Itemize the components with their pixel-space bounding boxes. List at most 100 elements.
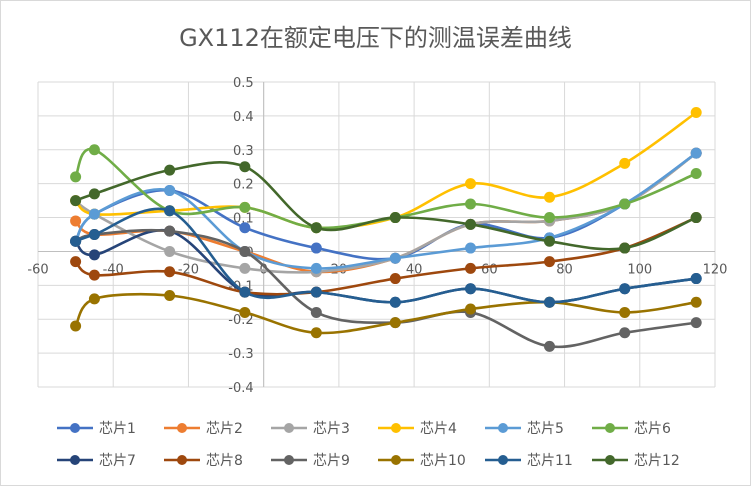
legend-marker bbox=[391, 455, 401, 465]
data-point bbox=[164, 290, 176, 301]
data-point bbox=[690, 168, 702, 179]
legend-label: 芯片7 bbox=[99, 453, 136, 469]
data-point bbox=[619, 198, 631, 210]
legend-item: 芯片9 bbox=[271, 453, 350, 469]
data-point bbox=[619, 283, 631, 295]
data-point bbox=[239, 201, 251, 213]
data-point bbox=[88, 208, 100, 220]
data-point bbox=[88, 229, 100, 240]
y-tick-label: 0.4 bbox=[233, 110, 254, 125]
data-point bbox=[544, 191, 556, 203]
gridlines bbox=[37, 81, 716, 388]
data-point bbox=[465, 178, 477, 190]
data-point bbox=[544, 296, 556, 308]
data-point bbox=[544, 256, 556, 268]
x-tick-label: 40 bbox=[406, 262, 423, 277]
series-12 bbox=[70, 161, 702, 254]
data-point bbox=[164, 184, 176, 196]
data-point bbox=[164, 225, 176, 237]
legend-item: 芯片3 bbox=[271, 421, 350, 437]
data-point bbox=[70, 215, 82, 227]
data-point bbox=[88, 144, 100, 156]
data-point bbox=[690, 296, 702, 308]
y-tick-label: 0.3 bbox=[233, 144, 254, 159]
legend-label: 芯片2 bbox=[206, 421, 243, 437]
data-point bbox=[690, 212, 702, 224]
data-point bbox=[465, 262, 477, 274]
data-point bbox=[465, 218, 477, 230]
x-tick-label: -60 bbox=[27, 262, 48, 277]
series-line bbox=[75, 161, 697, 251]
data-point bbox=[389, 317, 401, 329]
data-point bbox=[239, 222, 251, 234]
data-point bbox=[239, 161, 251, 173]
y-tick-label: 0.5 bbox=[233, 76, 254, 91]
legend-label: 芯片12 bbox=[634, 453, 680, 469]
data-point bbox=[619, 306, 631, 318]
y-tick-label: -0.4 bbox=[228, 381, 253, 396]
data-point bbox=[164, 266, 176, 278]
series-line bbox=[74, 216, 697, 296]
x-tick-label: 80 bbox=[556, 262, 573, 277]
data-point bbox=[310, 306, 322, 318]
x-tick-label: 100 bbox=[627, 262, 652, 277]
x-tick-label: 120 bbox=[703, 262, 728, 277]
data-point bbox=[164, 205, 176, 217]
legend-marker bbox=[177, 423, 187, 433]
series-1 bbox=[70, 147, 702, 264]
legend-item: 芯片1 bbox=[57, 421, 136, 437]
data-point bbox=[544, 340, 556, 352]
chart-title: GX112在额定电压下的测温误差曲线 bbox=[179, 24, 572, 52]
legend-marker bbox=[498, 455, 508, 465]
legend-marker bbox=[177, 455, 187, 465]
series-line bbox=[74, 152, 697, 270]
data-point bbox=[619, 242, 631, 254]
data-point bbox=[70, 195, 82, 207]
data-point bbox=[310, 242, 322, 254]
data-point bbox=[310, 327, 322, 339]
legend-label: 芯片1 bbox=[99, 421, 136, 437]
legend-label: 芯片6 bbox=[634, 421, 671, 437]
legend-label: 芯片8 bbox=[206, 453, 243, 469]
data-point bbox=[690, 317, 702, 329]
data-point bbox=[690, 107, 702, 118]
data-point bbox=[389, 212, 401, 224]
series-line bbox=[74, 292, 697, 335]
legend-label: 芯片9 bbox=[313, 453, 350, 469]
legend-marker bbox=[70, 455, 80, 465]
y-tick-label: -0.3 bbox=[228, 347, 253, 362]
data-point bbox=[88, 249, 100, 261]
data-point bbox=[544, 212, 556, 224]
data-point bbox=[465, 283, 477, 295]
legend-marker bbox=[391, 423, 401, 433]
data-point bbox=[88, 293, 100, 305]
data-point bbox=[239, 262, 251, 274]
data-point bbox=[239, 286, 251, 298]
legend-item: 芯片2 bbox=[164, 421, 243, 437]
legend-label: 芯片10 bbox=[420, 453, 466, 469]
data-point bbox=[239, 245, 251, 257]
legend-item: 芯片12 bbox=[592, 453, 680, 469]
legend-marker bbox=[498, 423, 508, 433]
series-line bbox=[75, 207, 697, 304]
legend-marker bbox=[605, 455, 615, 465]
data-point bbox=[239, 306, 251, 318]
data-point bbox=[465, 198, 477, 210]
data-point bbox=[465, 242, 477, 254]
legend-marker bbox=[605, 423, 615, 433]
data-point bbox=[310, 262, 322, 274]
data-point bbox=[164, 245, 176, 257]
legend-marker bbox=[70, 423, 80, 433]
data-point bbox=[310, 222, 322, 234]
legend-item: 芯片8 bbox=[164, 453, 243, 469]
data-point bbox=[70, 235, 82, 247]
data-point bbox=[88, 269, 100, 281]
series-9 bbox=[70, 225, 702, 352]
series-11 bbox=[70, 205, 702, 308]
data-point bbox=[690, 273, 702, 285]
data-point bbox=[389, 296, 401, 308]
legend-item: 芯片10 bbox=[378, 453, 466, 469]
series-8 bbox=[70, 212, 702, 298]
legend-label: 芯片3 bbox=[313, 421, 350, 437]
legend-item: 芯片6 bbox=[592, 421, 671, 437]
